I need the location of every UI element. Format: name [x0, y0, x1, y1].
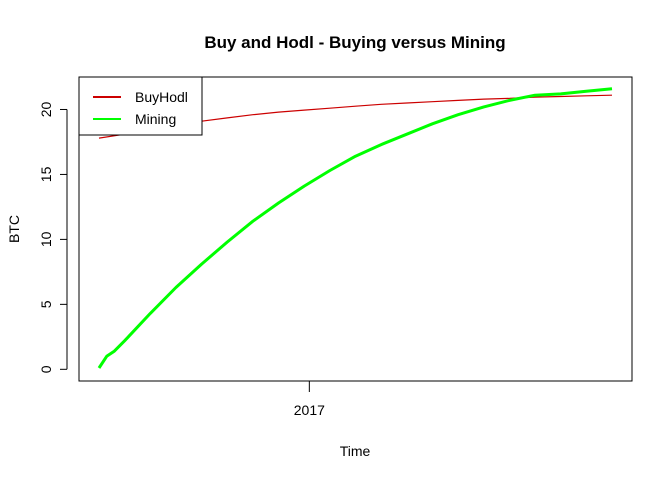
legend-box — [78, 76, 203, 136]
x-axis: 2017 — [294, 381, 325, 418]
y-tick-label: 20 — [38, 101, 54, 117]
plot-frame — [78, 76, 633, 382]
x-axis-label: Time — [340, 443, 371, 459]
legend-label-mining: Mining — [135, 111, 176, 127]
y-tick-label: 15 — [38, 166, 54, 182]
y-tick-label: 10 — [38, 231, 54, 247]
legend-label-buyhodl: BuyHodl — [135, 89, 188, 105]
series-line-mining — [97, 87, 613, 369]
y-tick-label: 5 — [38, 300, 54, 308]
legend: BuyHodl Mining — [78, 76, 203, 136]
x-tick-label: 2017 — [294, 402, 325, 418]
y-axis: 0 5 10 15 20 — [38, 101, 68, 373]
y-tick-label: 0 — [38, 365, 54, 373]
y-axis-label: BTC — [6, 215, 22, 243]
chart-title: Buy and Hodl - Buying versus Mining — [204, 33, 505, 52]
